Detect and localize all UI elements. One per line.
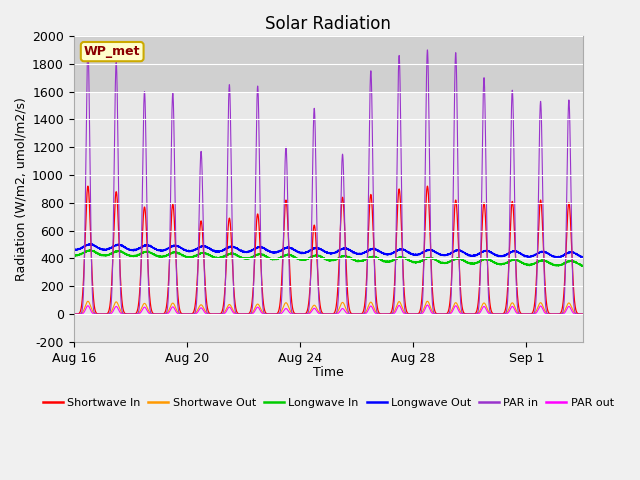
Shortwave Out	[70, 311, 77, 317]
Bar	[74, 36, 583, 92]
Shortwave In	[573, 310, 581, 316]
Longwave Out	[241, 249, 248, 255]
PAR out	[579, 311, 587, 317]
Line: PAR out: PAR out	[74, 305, 583, 314]
Line: Longwave In: Longwave In	[74, 250, 583, 266]
Longwave Out	[579, 254, 587, 260]
Shortwave Out	[161, 311, 169, 317]
Longwave In	[164, 252, 172, 258]
Shortwave Out	[573, 311, 581, 317]
Line: PAR in: PAR in	[74, 48, 583, 314]
Shortwave Out	[164, 309, 172, 315]
PAR in	[84, 46, 92, 51]
PAR in	[373, 309, 381, 314]
Shortwave In	[70, 311, 77, 317]
Line: Shortwave Out: Shortwave Out	[74, 301, 583, 314]
Shortwave Out	[373, 310, 381, 316]
PAR out	[373, 311, 381, 317]
Shortwave In	[84, 183, 92, 189]
Longwave In	[91, 249, 99, 254]
Longwave In	[579, 263, 587, 269]
Title: Solar Radiation: Solar Radiation	[266, 15, 391, 33]
Shortwave Out	[241, 311, 248, 317]
Bar	[74, 92, 583, 342]
Shortwave In	[241, 311, 248, 317]
Line: Shortwave In: Shortwave In	[74, 186, 583, 314]
Shortwave In	[161, 309, 169, 315]
Longwave Out	[86, 241, 93, 247]
PAR in	[241, 311, 248, 317]
Legend: Shortwave In, Shortwave Out, Longwave In, Longwave Out, PAR in, PAR out: Shortwave In, Shortwave Out, Longwave In…	[38, 394, 618, 412]
Shortwave Out	[579, 311, 587, 317]
Longwave In	[241, 255, 248, 261]
PAR out	[161, 311, 169, 317]
PAR out	[70, 311, 77, 317]
Shortwave In	[164, 288, 172, 294]
PAR out	[424, 302, 431, 308]
Longwave Out	[161, 247, 169, 253]
X-axis label: Time: Time	[313, 366, 344, 379]
Shortwave Out	[84, 299, 92, 304]
Longwave In	[579, 264, 586, 269]
PAR in	[579, 311, 587, 317]
PAR in	[70, 311, 77, 317]
PAR out	[164, 311, 172, 316]
Longwave Out	[70, 247, 77, 252]
Shortwave In	[373, 300, 381, 306]
Longwave Out	[91, 242, 99, 248]
PAR in	[91, 310, 99, 316]
Longwave In	[88, 247, 95, 252]
PAR out	[241, 311, 248, 317]
Longwave In	[373, 255, 381, 261]
PAR out	[573, 311, 581, 317]
Longwave Out	[164, 245, 172, 251]
Longwave In	[161, 253, 169, 259]
PAR in	[573, 311, 581, 317]
PAR in	[161, 311, 169, 317]
Text: WP_met: WP_met	[84, 45, 140, 58]
Longwave Out	[573, 252, 581, 257]
Y-axis label: Radiation (W/m2, umol/m2/s): Radiation (W/m2, umol/m2/s)	[15, 97, 28, 281]
PAR out	[90, 311, 98, 317]
Shortwave In	[579, 311, 587, 317]
Longwave Out	[552, 255, 560, 261]
Line: Longwave Out: Longwave Out	[74, 244, 583, 258]
Longwave In	[573, 261, 581, 266]
Longwave In	[70, 252, 77, 258]
Shortwave In	[91, 304, 99, 310]
Shortwave Out	[91, 311, 99, 316]
PAR in	[164, 300, 172, 305]
Longwave Out	[373, 247, 381, 253]
